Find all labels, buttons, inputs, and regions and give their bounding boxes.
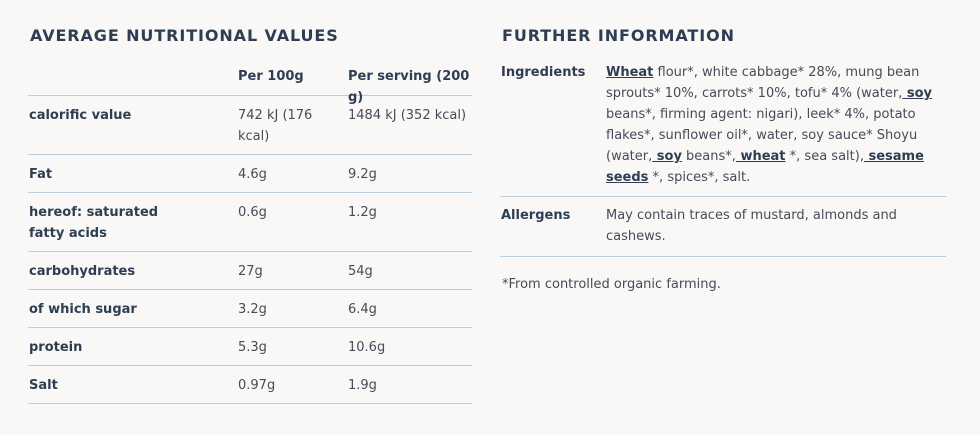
table-row: hereof: saturated fatty acids 0.6g 1.2g	[28, 193, 472, 252]
value-per-serving: 1.9g	[348, 378, 377, 393]
value-per-100g: 742 kJ (176 kcal)	[238, 108, 313, 144]
row-label: hereof: saturated fatty acids	[29, 205, 159, 241]
allergen-sesame-seeds: sesame seeds	[606, 149, 924, 185]
allergens-text: May contain traces of mustard, almonds a…	[606, 208, 897, 244]
allergen-wheat: wheat	[735, 149, 786, 164]
table-row: protein 5.3g 10.6g	[28, 328, 472, 366]
nutrition-table: Per 100g Per serving (200 g) calorific v…	[28, 57, 472, 404]
row-label: Fat	[29, 167, 53, 182]
allergens-row: Allergens May contain traces of mustard,…	[500, 197, 946, 257]
allergens-label: Allergens	[501, 208, 571, 223]
further-information-heading: FURTHER INFORMATION	[502, 26, 735, 45]
value-per-serving: 54g	[348, 264, 373, 279]
value-per-serving: 6.4g	[348, 302, 377, 317]
nutrition-heading: AVERAGE NUTRITIONAL VALUES	[30, 26, 339, 45]
table-row: Fat 4.6g 9.2g	[28, 155, 472, 193]
table-header-row: Per 100g Per serving (200 g)	[28, 57, 472, 105]
table-row: carbohydrates 27g 54g	[28, 252, 472, 290]
value-per-serving: 9.2g	[348, 167, 377, 182]
ingredients-row: Ingredients Wheat flour*, white cabbage*…	[500, 57, 946, 197]
value-per-100g: 0.97g	[238, 378, 276, 393]
allergen-soy: soy	[652, 149, 682, 164]
further-information-table: Ingredients Wheat flour*, white cabbage*…	[500, 57, 946, 257]
table-row: Salt 0.97g 1.9g	[28, 366, 472, 404]
organic-footnote: *From controlled organic farming.	[502, 277, 721, 292]
column-header-per-serving: Per serving (200 g)	[348, 69, 470, 105]
value-per-serving: 1.2g	[348, 205, 377, 220]
value-per-serving: 1484 kJ (352 kcal)	[348, 108, 467, 123]
ingredients-label: Ingredients	[501, 65, 586, 80]
table-row: of which sugar 3.2g 6.4g	[28, 290, 472, 328]
row-label: calorific value	[29, 108, 132, 123]
row-label: protein	[29, 340, 83, 355]
table-row: calorific value 742 kJ (176 kcal) 1484 k…	[28, 96, 472, 155]
value-per-100g: 4.6g	[238, 167, 267, 182]
column-header-per-100g: Per 100g	[238, 69, 304, 84]
allergen-wheat: Wheat	[606, 65, 654, 80]
value-per-100g: 0.6g	[238, 205, 267, 220]
value-per-serving: 10.6g	[348, 340, 386, 355]
value-per-100g: 3.2g	[238, 302, 267, 317]
value-per-100g: 5.3g	[238, 340, 267, 355]
value-per-100g: 27g	[238, 264, 263, 279]
ingredients-text: Wheat flour*, white cabbage* 28%, mung b…	[606, 65, 933, 185]
row-label: carbohydrates	[29, 264, 136, 279]
row-label: Salt	[29, 378, 58, 393]
allergen-soy: soy	[902, 86, 933, 101]
row-label: of which sugar	[29, 302, 137, 317]
